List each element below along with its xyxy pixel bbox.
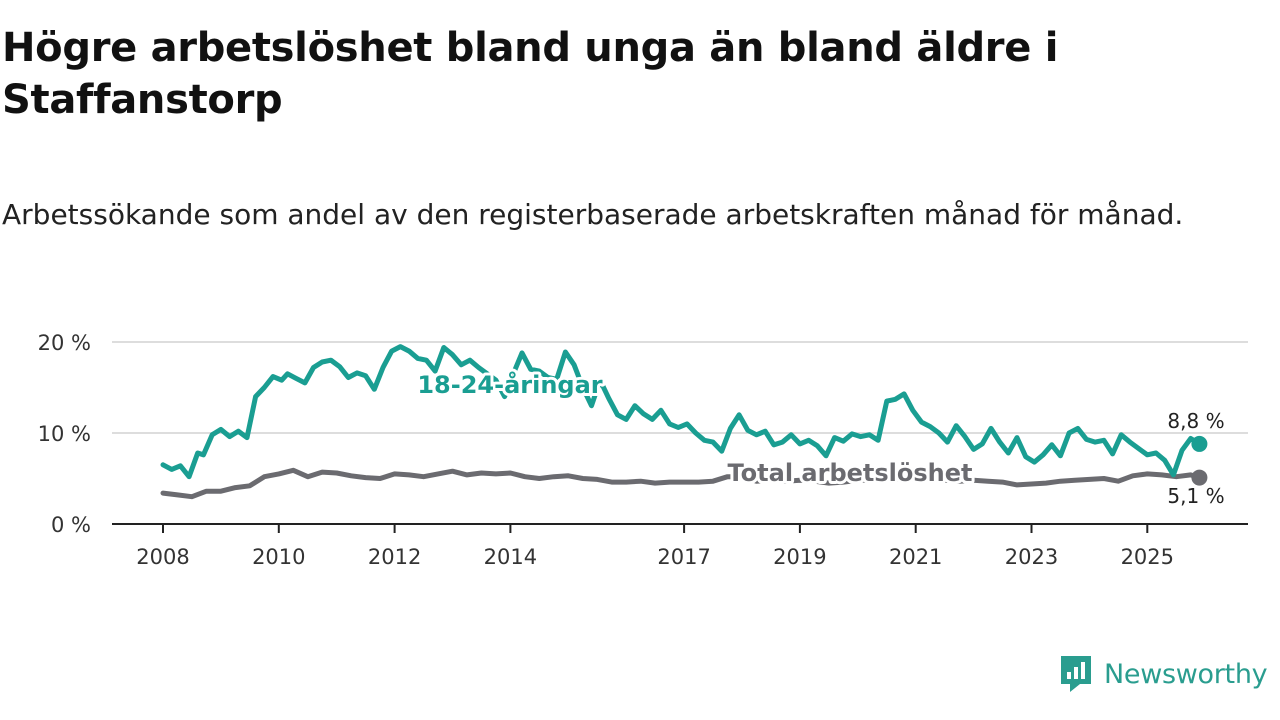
x-tick-label: 2017 xyxy=(657,545,710,569)
x-tick-label: 2012 xyxy=(368,545,421,569)
chart-title: Högre arbetslöshet bland unga än bland ä… xyxy=(2,25,1059,123)
x-tick-label: 2008 xyxy=(136,545,189,569)
x-tick-label: 2010 xyxy=(252,545,305,569)
end-label-total: 5,1 % xyxy=(1167,484,1224,508)
y-tick-label: 10 % xyxy=(38,422,91,446)
end-label-youth: 8,8 % xyxy=(1167,409,1224,433)
series-labels: 18-24-åringar Total arbetslöshet 8,8 % 5… xyxy=(414,367,1224,508)
chart-subtitle: Arbetssökande som andel av den registerb… xyxy=(2,198,1184,231)
axes: 0 % 10 % 20 % 2008 2010 2012 2014 2017 2019 2021 2… xyxy=(38,331,1248,569)
end-point-youth xyxy=(1191,435,1208,452)
y-tick-label: 0 % xyxy=(51,513,91,537)
end-point-total xyxy=(1191,469,1208,486)
newsworthy-logo-icon xyxy=(1061,656,1091,692)
series-lines xyxy=(160,344,1208,500)
y-tick-label: 20 % xyxy=(38,331,91,355)
series-line-total xyxy=(160,467,1202,500)
line-chart: 0 % 10 % 20 % 2008 2010 2012 2014 2017 2019 2021 2… xyxy=(38,331,1248,569)
series-label-total: Total arbetslöshet xyxy=(727,459,972,487)
series-label-youth: 18-24-åringar xyxy=(417,370,602,399)
grid-lines xyxy=(112,341,1248,434)
x-tick-label: 2021 xyxy=(889,545,942,569)
x-tick-label: 2019 xyxy=(773,545,826,569)
series-line-youth xyxy=(160,344,1202,480)
x-tick-label: 2014 xyxy=(484,545,537,569)
brand-logo: Newsworthy xyxy=(1058,654,1268,694)
x-tick-label: 2023 xyxy=(1005,545,1058,569)
brand-name: Newsworthy xyxy=(1104,658,1268,690)
x-tick-label: 2025 xyxy=(1121,545,1174,569)
